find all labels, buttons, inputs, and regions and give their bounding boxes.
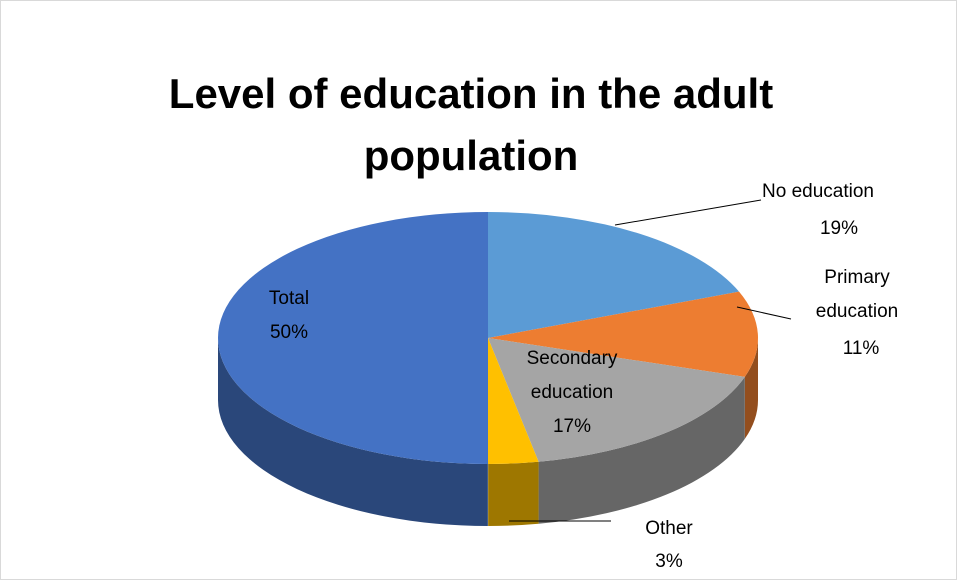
pie-slice-no-education [488,212,740,338]
pie-slice-primary-education [488,291,758,377]
data-label-value-other: 3% [655,551,683,572]
data-label-primary-education: Primary education 11% [816,267,898,359]
pie-side-secondary-education [538,376,745,524]
pie-slice-total [218,212,488,464]
chart-title: Level of education in the adult populati… [168,70,774,179]
pie-slice-other [488,338,539,464]
data-label-value-no-education: 19% [820,218,858,239]
leader-line-no-education [614,199,762,226]
data-label-secondary-education: Secondary education 17% [527,348,618,437]
pie-side-primary-education [744,338,758,439]
data-label-total: Total 50% [269,288,309,343]
data-label-other: Other 3% [645,518,693,572]
data-label-value-secondary-education: 17% [553,416,591,437]
pie-side-total [218,338,488,526]
leader-line-primary-education [736,306,792,320]
pie-side-other [488,461,539,526]
pie-slice-secondary-education [488,338,745,462]
data-label-no-education: No education 19% [762,181,874,239]
data-label-value-primary-education: 11% [843,338,880,359]
data-label-value-total: 50% [270,322,308,343]
